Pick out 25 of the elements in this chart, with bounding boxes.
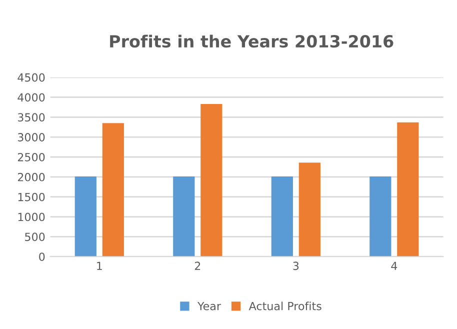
bar (370, 176, 392, 257)
x-tick-label: 4 (391, 262, 398, 270)
chart-title: Profits in the Years 2013-2016 (110, 34, 394, 48)
y-tick-label: 0 (39, 252, 45, 261)
y-tick-label: 1000 (18, 212, 45, 222)
legend-label: Actual Profits (248, 302, 322, 310)
y-tick-label: 3500 (18, 113, 45, 122)
y-tick-label: 2000 (18, 172, 45, 182)
bar (200, 104, 222, 257)
y-tick-label: 4000 (18, 93, 45, 102)
y-tick-label: 500 (25, 232, 45, 242)
bar (397, 122, 419, 257)
y-tick-label: 3000 (18, 133, 45, 142)
bar (271, 176, 293, 257)
x-tick-label: 3 (293, 262, 299, 270)
bar (173, 176, 195, 257)
bar (298, 162, 320, 257)
x-tick-label: 2 (194, 262, 200, 270)
legend-label: Year (197, 302, 222, 310)
y-tick-label: 1500 (18, 192, 45, 202)
bar (102, 123, 124, 257)
y-tick-label: 4500 (18, 73, 45, 82)
bar (74, 176, 96, 257)
x-tick-label: 1 (97, 262, 102, 270)
y-tick-label: 2500 (18, 152, 45, 162)
